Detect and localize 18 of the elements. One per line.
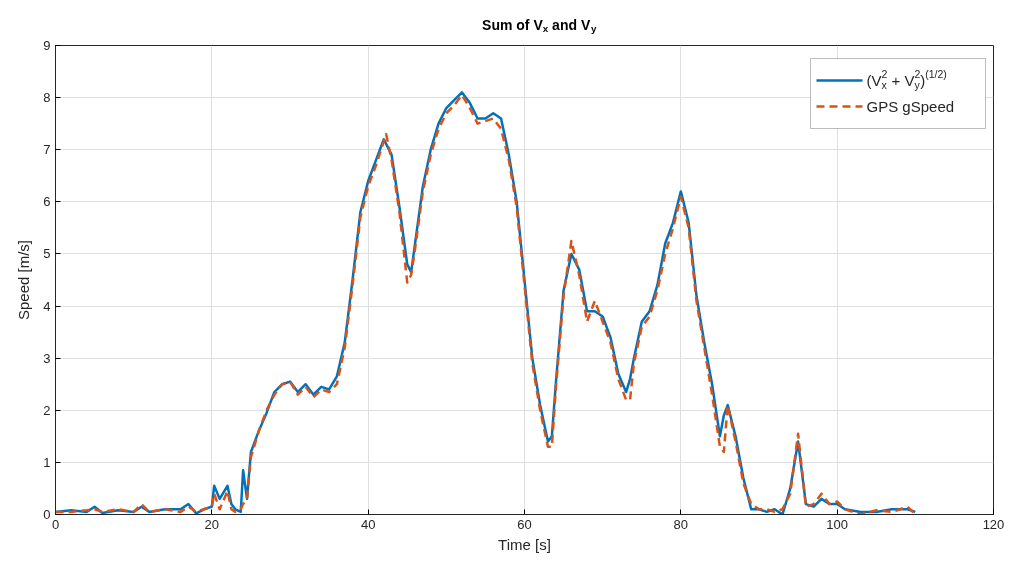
y-tick-label: 8 [43, 90, 51, 106]
x-tick-label: 60 [517, 516, 532, 532]
y-tick-label: 1 [43, 454, 51, 470]
y-tick-label: 6 [43, 194, 51, 210]
y-tick-label: 3 [43, 350, 51, 366]
y-tick-label: 4 [43, 298, 51, 314]
x-tick-label: 80 [673, 516, 689, 532]
y-axis-title: Speed [m/s] [15, 239, 33, 321]
y-tick-label: 5 [43, 246, 51, 262]
y-tick-label: 7 [43, 142, 51, 158]
y-tick-label: 2 [43, 402, 51, 418]
y-tick-label: 9 [43, 38, 51, 53]
x-tick-label: 100 [826, 516, 849, 532]
x-tick-label: 40 [360, 516, 376, 532]
x-tick-label: 20 [204, 516, 220, 532]
legend-label: GPS gSpeed [866, 98, 955, 115]
x-tick-label: 120 [982, 516, 1005, 532]
x-axis-title: Time [s] [498, 535, 551, 553]
